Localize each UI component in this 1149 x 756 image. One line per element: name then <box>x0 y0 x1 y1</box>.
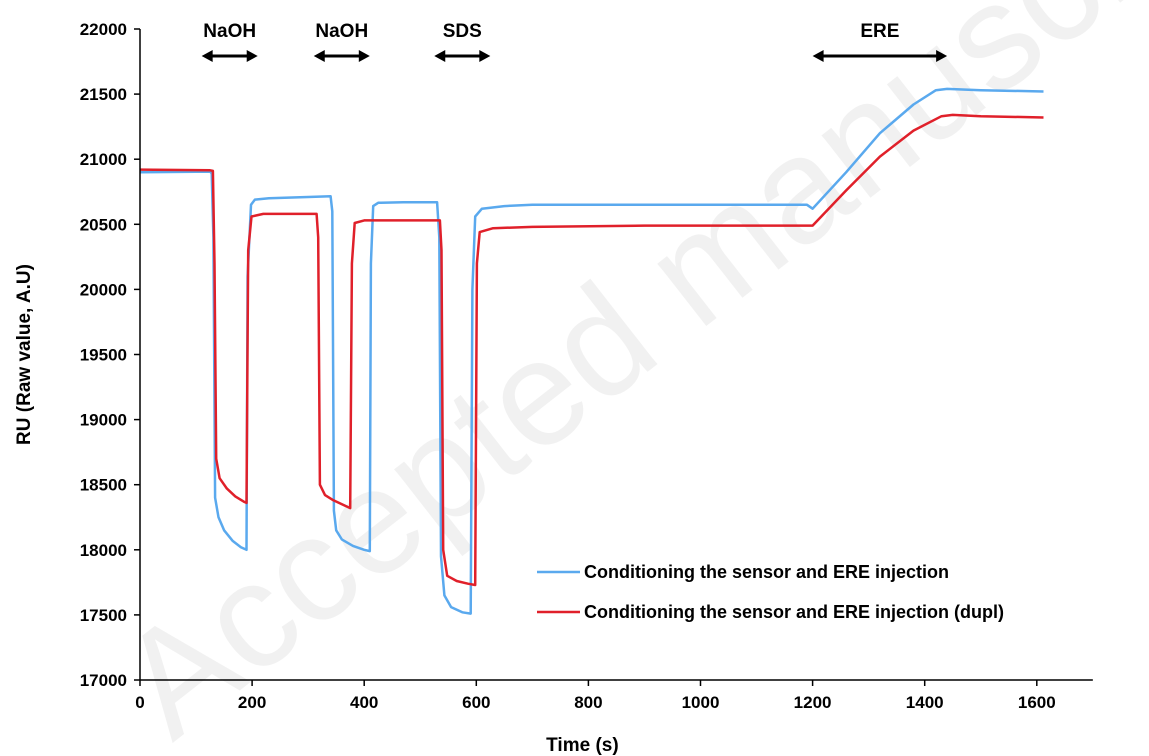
legend-label-1: Conditioning the sensor and ERE injectio… <box>584 562 949 582</box>
x-tick-label: 1200 <box>794 693 832 712</box>
annotation-arrowhead-left <box>313 50 325 62</box>
x-tick-label: 1400 <box>906 693 944 712</box>
y-tick-label: 18000 <box>80 541 127 560</box>
x-tick-label: 200 <box>238 693 266 712</box>
y-tick-label: 18500 <box>80 476 127 495</box>
x-tick-label: 400 <box>350 693 378 712</box>
annotation-arrowhead-right <box>479 50 491 62</box>
annotation-arrowhead-left <box>434 50 446 62</box>
y-tick-label: 19000 <box>80 411 127 430</box>
annotation-label: ERE <box>860 21 899 42</box>
legend-label-2: Conditioning the sensor and ERE injectio… <box>584 602 1004 622</box>
series-line-2 <box>139 113 1044 587</box>
plot-area <box>139 87 1044 615</box>
legend: Conditioning the sensor and ERE injectio… <box>537 562 1004 622</box>
y-tick-label: 20000 <box>80 280 127 299</box>
y-tick-label: 17000 <box>80 671 127 690</box>
annotation-arrowhead-right <box>246 50 258 62</box>
series-line-1 <box>139 87 1044 615</box>
y-tick-label: 17500 <box>80 606 127 625</box>
x-tick-label: 1600 <box>1018 693 1056 712</box>
annotation-arrowhead-left <box>812 50 824 62</box>
y-tick-label: 20500 <box>80 215 127 234</box>
x-tick-label: 600 <box>462 693 490 712</box>
x-axis-title: Time (s) <box>546 735 619 756</box>
annotation-arrowhead-right <box>358 50 370 62</box>
y-tick-label: 21000 <box>80 150 127 169</box>
annotation-arrowhead-left <box>201 50 213 62</box>
x-tick-label: 800 <box>574 693 602 712</box>
y-tick-label: 21500 <box>80 85 127 104</box>
annotation-arrows: NaOH NaOH SDS ERE <box>201 21 948 62</box>
x-tick-label: 0 <box>135 693 144 712</box>
axis-ticks: 17000 17500 18000 18500 19000 19500 20000 20500… <box>80 20 1056 712</box>
annotation-label: NaOH <box>315 21 368 42</box>
y-axis-title: RU (Raw value, A.U) <box>14 264 35 445</box>
y-tick-label: 19500 <box>80 346 127 365</box>
annotation-arrowhead-right <box>936 50 948 62</box>
x-tick-label: 1000 <box>682 693 720 712</box>
y-tick-label: 22000 <box>80 20 127 39</box>
annotation-label: NaOH <box>203 21 256 42</box>
annotation-label: SDS <box>443 21 482 42</box>
